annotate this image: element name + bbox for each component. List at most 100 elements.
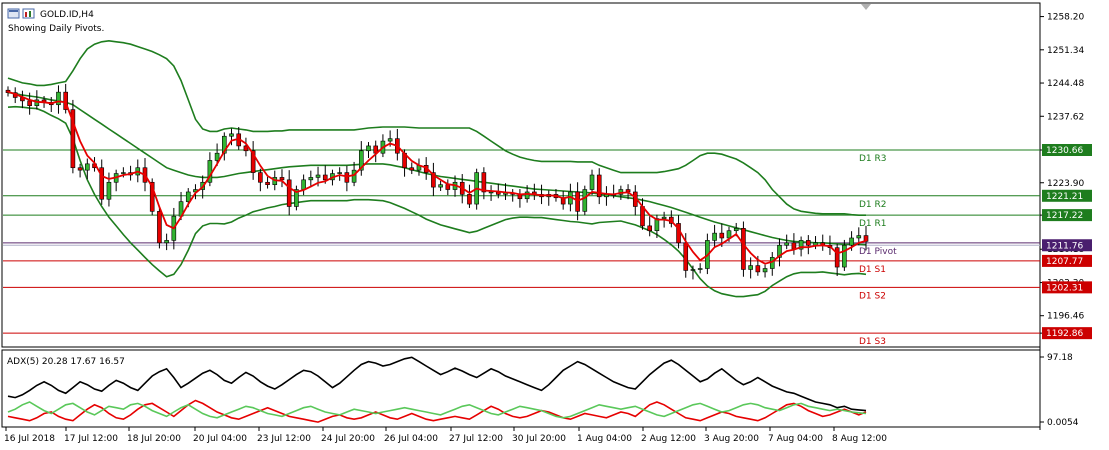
chart-header: GOLD.ID,H4 Showing Daily Pivots. [7, 4, 871, 34]
candle [741, 221, 746, 277]
bollinger-upper-line [7, 39, 866, 216]
candle [113, 169, 119, 192]
time-tick-label: 30 Jul 20:00 [512, 434, 566, 444]
candle [164, 233, 169, 251]
candle [294, 185, 299, 211]
candle [791, 233, 797, 255]
price-tags: 1230.66 1221.21 1217.22 1207.77 1202.31 1192.… [1042, 143, 1092, 340]
candle [222, 132, 227, 161]
candle [488, 185, 494, 201]
adx-axis-ticks: 97.18 0.0054 [1040, 353, 1079, 428]
candle [77, 163, 83, 178]
price-tag [1042, 209, 1092, 222]
adx-tick-label: 97.18 [1047, 353, 1073, 363]
pivot-labels: D1 R3 D1 R2 D1 R1 D1 Pivot D1 S1 D1 S2 D1 S3 [859, 154, 897, 347]
bollinger-lower-line [7, 105, 867, 298]
candle [445, 179, 451, 196]
pivot-label: D1 R3 [859, 154, 887, 164]
ma-series [7, 90, 867, 265]
bollinger-bands [7, 39, 867, 298]
candle [56, 85, 61, 114]
time-tick-label: 3 Aug 20:00 [704, 434, 759, 444]
candle [27, 92, 32, 115]
candle [286, 170, 292, 216]
candle [279, 169, 285, 188]
price-tag [1042, 281, 1092, 294]
candle [762, 264, 768, 278]
price-tick-label: 1244.48 [1047, 79, 1084, 89]
pivot-label: D1 S3 [859, 337, 886, 347]
candle [416, 158, 422, 176]
candle [748, 257, 753, 279]
pivot-label: D1 R1 [859, 219, 887, 229]
time-tick-label: 8 Aug 12:00 [832, 434, 887, 444]
candle [85, 158, 90, 180]
candle [258, 168, 263, 192]
candle [358, 141, 364, 176]
candle [596, 168, 602, 205]
pivot-label: D1 S1 [859, 265, 886, 275]
time-tick-label: 27 Jul 12:00 [449, 434, 503, 444]
price-tick-label: 1237.62 [1047, 112, 1084, 122]
price-tick-label: 1251.34 [1047, 46, 1084, 56]
candle [207, 152, 213, 187]
pivot-label: D1 S2 [859, 291, 886, 301]
adx-pane-frame [1, 349, 1041, 428]
time-tick-label: 18 Jul 20:00 [127, 434, 181, 444]
candle [344, 165, 350, 192]
adx-main-line [7, 356, 867, 412]
candle [34, 90, 40, 110]
adx-tick-label: 0.0054 [1047, 418, 1079, 428]
candle [301, 174, 306, 196]
candle [784, 234, 789, 250]
chart-window-icon [7, 8, 20, 19]
candle [669, 210, 674, 228]
time-tick-label: 16 Jul 2018 [4, 434, 55, 444]
chart-shift-marker-icon[interactable] [861, 4, 871, 10]
candle [582, 185, 588, 216]
time-axis-ticks: 16 Jul 2018 17 Jul 12:00 18 Jul 20:00 20 Ju… [4, 427, 887, 444]
candle [467, 184, 472, 208]
candle [366, 142, 371, 159]
time-tick-label: 17 Jul 12:00 [64, 434, 118, 444]
subtitle-label: Showing Daily Pivots. [8, 24, 104, 34]
candle [604, 186, 609, 206]
price-tick-label: 1223.90 [1047, 179, 1084, 189]
bollinger-mid-line [7, 91, 867, 246]
candle [690, 265, 696, 280]
price-tag [1042, 327, 1092, 340]
adx-lines [7, 356, 867, 423]
price-tag [1042, 143, 1092, 156]
time-tick-label: 2 Aug 12:00 [641, 434, 696, 444]
time-tick-label: 23 Jul 12:00 [257, 434, 311, 444]
price-tag-label: 1192.86 [1046, 329, 1083, 339]
candle [308, 170, 314, 188]
candle [834, 243, 840, 277]
chart-timeframe-icon [22, 8, 35, 19]
adx-minus-di-line [7, 401, 867, 419]
candle [697, 263, 703, 274]
time-tick-label: 24 Jul 20:00 [321, 434, 375, 444]
candle [243, 137, 249, 157]
candle [149, 178, 155, 216]
time-tick-label: 20 Jul 04:00 [193, 434, 247, 444]
candle [820, 234, 826, 251]
candle [589, 169, 595, 196]
candle [560, 190, 566, 210]
candle [70, 99, 76, 174]
pivot-label: D1 Pivot [859, 247, 897, 257]
candle [481, 167, 487, 200]
candle [517, 189, 523, 208]
adx-title: ADX(5) 20.28 17.67 16.57 [7, 357, 125, 367]
time-tick-label: 1 Aug 04:00 [577, 434, 632, 444]
candle [20, 90, 25, 109]
current-price-label: 1211.76 [1046, 241, 1083, 251]
candle [712, 224, 717, 248]
candle [813, 236, 818, 250]
candle [431, 162, 436, 197]
time-tick-label: 7 Aug 04:00 [768, 434, 823, 444]
candle [532, 183, 537, 200]
candle [265, 176, 270, 189]
moving-average [7, 90, 867, 265]
